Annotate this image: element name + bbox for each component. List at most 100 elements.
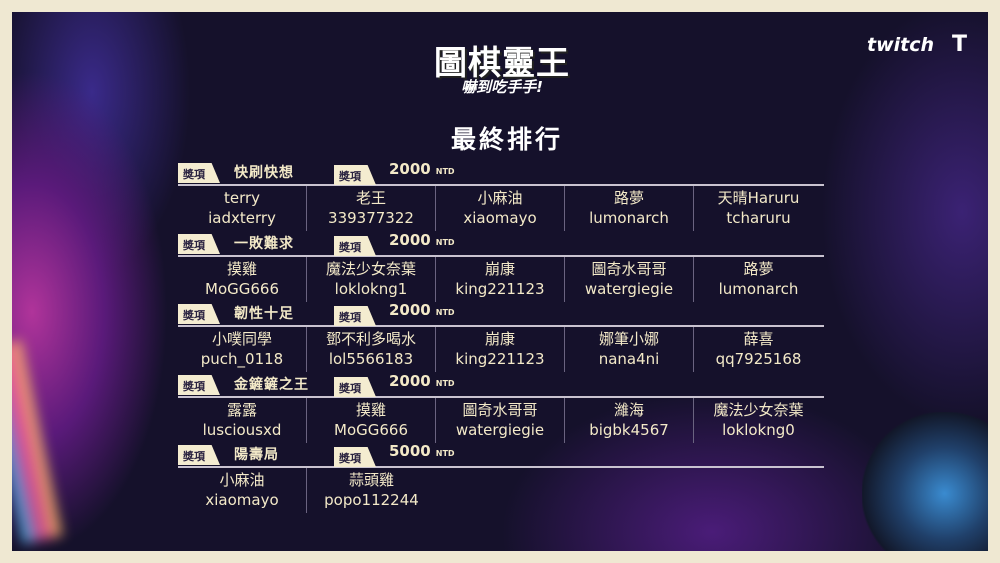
prize-value: 5000	[389, 442, 431, 460]
winner-nickname: 鄧不利多喝水	[325, 330, 416, 348]
winner-id: loklokng0	[722, 421, 795, 439]
winner-nickname: 老王	[355, 189, 386, 207]
divider	[178, 255, 824, 257]
winner-nickname: 露露	[226, 401, 257, 419]
award-tag: 獎項	[178, 163, 220, 183]
winner-nickname: 魔法少女奈葉	[325, 260, 416, 278]
winner-cell: 圖奇水哥哥 watergiegie	[565, 257, 694, 302]
winner-nickname: 摸雞	[226, 260, 257, 278]
winner-cell: 露露 lusciousxd	[178, 398, 307, 443]
winner-nickname: 路夢	[613, 189, 644, 207]
prize-amount: 2000 NTD	[389, 231, 455, 249]
winner-cell: 老王 339377322	[307, 186, 436, 231]
award-tag: 獎項	[178, 375, 220, 395]
award-section: 獎項 快刷快想 獎項 2000 NTD terry iadxterry 老王 33937…	[178, 160, 824, 231]
prize-tag: 獎項	[334, 447, 376, 467]
winner-cell: 魔法少女奈葉 loklokng0	[694, 398, 823, 443]
prize-value: 2000	[389, 160, 431, 178]
winner-cell: 小噗同學 puch_0118	[178, 327, 307, 372]
currency: NTD	[435, 308, 455, 317]
winner-nickname: 天晴Haruru	[717, 189, 800, 207]
winner-id: loklokng1	[334, 280, 408, 298]
page-heading: 最終排行	[450, 125, 563, 154]
prize-amount: 2000 NTD	[389, 301, 455, 319]
award-tag: 獎項	[178, 304, 220, 324]
winner-cell: 圖奇水哥哥 watergiegie	[436, 398, 565, 443]
winner-id: xiaomayo	[205, 491, 279, 509]
prize-tag: 獎項	[334, 236, 376, 256]
divider	[178, 184, 824, 186]
winner-nickname: 薛喜	[743, 330, 774, 348]
winner-id: popo112244	[324, 491, 419, 509]
winner-id: king221123	[455, 350, 545, 368]
winner-cell: terry iadxterry	[178, 186, 307, 231]
winner-cell: 魔法少女奈葉 loklokng1	[307, 257, 436, 302]
winner-nickname: 路夢	[743, 260, 774, 278]
winner-cell: 小麻油 xiaomayo	[436, 186, 565, 231]
winners-row: 摸雞 MoGG666 魔法少女奈葉 loklokng1 崩康 king221123 圖奇水哥…	[178, 257, 824, 302]
winner-cell: 路夢 lumonarch	[565, 186, 694, 231]
stream-overlay: 圖棋靈王 嚇到吃手手! 最終排行 twitch T 獎項 快刷快想 獎項 200…	[12, 12, 988, 551]
award-header: 獎項 陽壽局 獎項 5000 NTD	[178, 442, 824, 467]
winner-id: lusciousxd	[202, 421, 282, 439]
winner-id: MoGG666	[334, 421, 408, 439]
award-name: 一敗難求	[234, 236, 294, 252]
winners-row: 露露 lusciousxd 摸雞 MoGG666 圖奇水哥哥 watergiegie 濰海 b…	[178, 398, 824, 443]
award-section: 獎項 一敗難求 獎項 2000 NTD 摸雞 MoGG666 魔法少女奈葉 loklok…	[178, 231, 824, 302]
winner-id: lol5566183	[328, 350, 414, 368]
winner-id: lumonarch	[589, 209, 669, 227]
prize-tag: 獎項	[334, 377, 376, 397]
winner-nickname: 圖奇水哥哥	[591, 260, 667, 278]
award-section: 獎項 陽壽局 獎項 5000 NTD 小麻油 xiaomayo 蒜頭雞 popo1122…	[178, 442, 824, 513]
winners-row: terry iadxterry 老王 339377322 小麻油 xiaomayo 路夢 lu…	[178, 186, 824, 231]
winner-nickname: 小噗同學	[211, 330, 272, 348]
winner-id: bigbk4567	[589, 421, 669, 439]
award-section: 獎項 韌性十足 獎項 2000 NTD 小噗同學 puch_0118 鄧不利多喝水 lo…	[178, 301, 824, 372]
winner-id: 339377322	[328, 209, 414, 227]
tft-logo-icon: T	[952, 32, 968, 57]
currency: NTD	[435, 379, 455, 388]
award-header: 獎項 韌性十足 獎項 2000 NTD	[178, 301, 824, 326]
award-section: 獎項 金鏟鏟之王 獎項 2000 NTD 露露 lusciousxd 摸雞 MoGG66…	[178, 372, 824, 443]
winner-nickname: 崩康	[484, 330, 515, 348]
award-name: 陽壽局	[234, 447, 279, 463]
winner-cell: 路夢 lumonarch	[694, 257, 823, 302]
award-header: 獎項 一敗難求 獎項 2000 NTD	[178, 231, 824, 256]
event-subtitle: 嚇到吃手手!	[461, 78, 543, 96]
award-name: 快刷快想	[234, 165, 294, 181]
divider	[178, 466, 824, 468]
winner-cell: 小麻油 xiaomayo	[178, 468, 307, 513]
award-tag: 獎項	[178, 234, 220, 254]
winner-cell: 崩康 king221123	[436, 257, 565, 302]
prize-value: 2000	[389, 231, 431, 249]
winner-nickname: 摸雞	[355, 401, 386, 419]
winner-cell: 摸雞 MoGG666	[307, 398, 436, 443]
winner-cell: 鄧不利多喝水 lol5566183	[307, 327, 436, 372]
winner-id: tcharuru	[726, 209, 791, 227]
winner-cell: 蒜頭雞 popo112244	[307, 468, 436, 513]
award-name: 韌性十足	[234, 306, 294, 322]
winner-cell: 濰海 bigbk4567	[565, 398, 694, 443]
winner-nickname: 娜筆小娜	[598, 330, 659, 348]
award-name: 金鏟鏟之王	[234, 377, 309, 393]
winners-row: 小麻油 xiaomayo 蒜頭雞 popo112244	[178, 468, 824, 513]
divider	[178, 325, 824, 327]
winner-id: lumonarch	[718, 280, 799, 298]
currency: NTD	[435, 449, 455, 458]
winner-id: xiaomayo	[463, 209, 537, 227]
award-header: 獎項 快刷快想 獎項 2000 NTD	[178, 160, 824, 185]
award-header: 獎項 金鏟鏟之王 獎項 2000 NTD	[178, 372, 824, 397]
currency: NTD	[435, 167, 455, 176]
winner-id: king221123	[455, 280, 545, 298]
winner-cell: 天晴Haruru tcharuru	[694, 186, 823, 231]
winners-row: 小噗同學 puch_0118 鄧不利多喝水 lol5566183 崩康 king22112…	[178, 327, 824, 372]
winner-cell: 娜筆小娜 nana4ni	[565, 327, 694, 372]
twitch-logo: twitch	[867, 34, 935, 56]
winner-cell: 崩康 king221123	[436, 327, 565, 372]
currency: NTD	[435, 238, 455, 247]
winner-nickname: 小麻油	[219, 471, 265, 489]
award-tag: 獎項	[178, 445, 220, 465]
winner-id: nana4ni	[598, 350, 660, 368]
mascot-character	[862, 412, 988, 551]
winner-nickname: 濰海	[613, 401, 644, 419]
